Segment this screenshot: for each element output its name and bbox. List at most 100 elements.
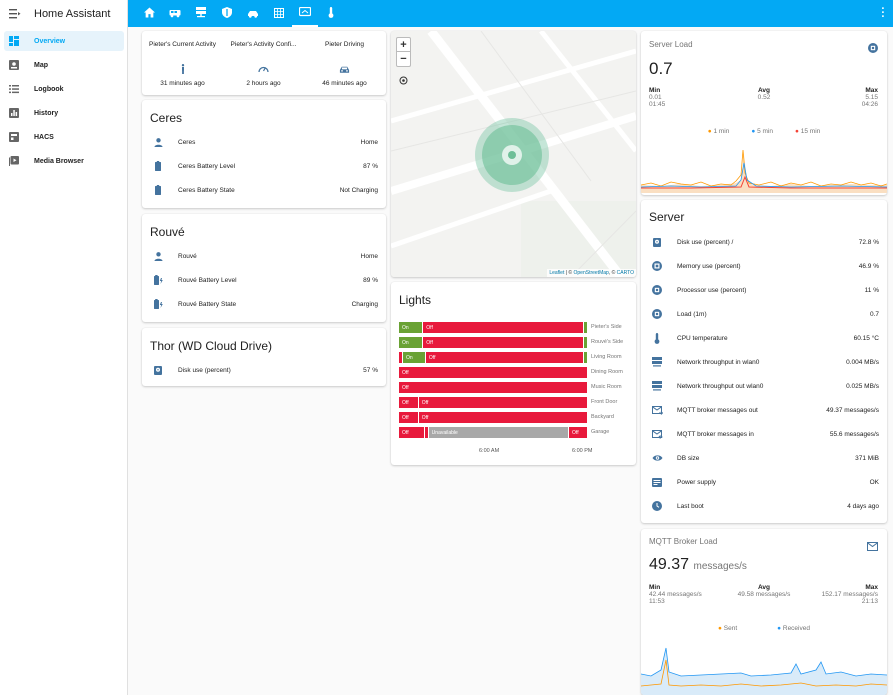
glance-item-current-activity[interactable]: Pieter's Current Activity 31 minutes ago [142, 31, 223, 95]
state-segment-off[interactable]: Off [422, 322, 583, 333]
tab-security[interactable] [214, 0, 240, 27]
glance-item-pieter-driving[interactable]: Pieter Driving 46 minutes ago [304, 31, 385, 95]
server-load-card[interactable]: Server Load 0.7 Min 0.01 01:45 Avg 0.52 … [641, 31, 887, 195]
state-segment-off[interactable] [423, 427, 428, 438]
state-segment-off[interactable]: Off [399, 427, 424, 438]
entity-row[interactable]: Last boot 4 days ago [649, 499, 879, 513]
sidebar-item-hacs[interactable]: HACS [4, 127, 124, 147]
sidebar-item-label: Overview [34, 37, 66, 45]
state-segment-off[interactable]: Off [417, 412, 587, 423]
zoom-out-button[interactable]: − [396, 52, 411, 67]
stat-value: 5.15 [865, 94, 878, 101]
entity-row[interactable]: Disk use (percent) 57 % [150, 363, 378, 377]
tab-thermometer[interactable] [318, 0, 344, 27]
carto-link[interactable]: CARTO [616, 270, 634, 276]
entity-row[interactable]: Load (1m) 0.7 [649, 307, 879, 321]
entity-row[interactable]: MQTT broker messages in 55.6 messages/s [649, 427, 879, 441]
state-segment-on[interactable] [583, 352, 587, 363]
entity-row[interactable]: Ceres Battery State Not Charging [150, 183, 378, 197]
state-segment-off[interactable]: Off [399, 382, 587, 393]
clock-icon [649, 501, 665, 511]
light-state-timeline[interactable]: Off Unavailable Off [399, 427, 587, 438]
entity-row[interactable]: Network throughput out wlan0 0.025 MB/s [649, 379, 879, 393]
sidebar-item-logbook[interactable]: Logbook [4, 79, 124, 99]
mqtt-broker-load-card[interactable]: MQTT Broker Load 49.37 messages/s Min 42… [641, 529, 887, 695]
legend-item[interactable]: ● 1 min [707, 128, 730, 135]
monitor-icon [298, 4, 312, 22]
light-state-timeline[interactable]: On Off [399, 337, 587, 348]
state-segment-off[interactable]: Off [399, 367, 587, 378]
sidebar-item-media-browser[interactable]: Media Browser [4, 151, 124, 171]
state-segment-unav[interactable]: Unavailable [427, 427, 568, 438]
glance-item-activity-confidence[interactable]: Pieter's Activity Confi... 2 hours ago [223, 31, 304, 95]
state-segment-on[interactable] [583, 337, 587, 348]
leaflet-link[interactable]: Leaflet [549, 270, 565, 276]
entity-row[interactable]: CPU temperature 60.15 °C [649, 331, 879, 345]
state-segment-on[interactable]: On [402, 352, 425, 363]
sidebar-item-history[interactable]: History [4, 103, 124, 123]
entity-row[interactable]: Ceres Home [150, 135, 378, 149]
more-options-icon[interactable]: · · · [881, 3, 885, 23]
entity-label: MQTT broker messages in [677, 430, 754, 438]
menu-toggle-icon[interactable] [8, 7, 22, 21]
entity-row[interactable]: Processor use (percent) 11 % [649, 283, 879, 297]
fit-map-icon[interactable] [398, 75, 408, 85]
tab-grid[interactable] [266, 0, 292, 27]
mqtt-load-graph [641, 647, 887, 695]
legend-item[interactable]: ● 5 min [751, 128, 774, 135]
entity-value: 0.025 MB/s [846, 382, 879, 390]
openstreetmap-link[interactable]: OpenStreetMap [573, 270, 609, 276]
legend-label: Sent [723, 625, 738, 632]
legend-label: 5 min [757, 128, 774, 135]
state-segment-on[interactable]: On [399, 322, 423, 333]
entity-label: MQTT broker messages out [677, 406, 758, 414]
entity-row[interactable]: Ceres Battery Level 87 % [150, 159, 378, 173]
state-segment-off[interactable]: Off [424, 352, 583, 363]
light-state-timeline[interactable]: On Off [399, 322, 587, 333]
state-segment-off[interactable]: Off [399, 412, 418, 423]
tab-server[interactable] [188, 0, 214, 27]
state-segment-on[interactable] [583, 322, 587, 333]
legend-item[interactable]: ● Received [777, 625, 810, 632]
light-state-timeline[interactable]: Off [399, 367, 587, 378]
entity-value: 0.004 MB/s [846, 358, 879, 366]
eye-icon [649, 454, 665, 462]
tab-monitor[interactable] [292, 0, 318, 27]
entity-row[interactable]: Rouvé Battery State Charging [150, 297, 378, 311]
stat-value: 152.17 messages/s [821, 591, 878, 598]
light-state-timeline[interactable]: Off Off [399, 412, 587, 423]
entity-row[interactable]: Power supply OK [649, 475, 879, 489]
state-segment-on[interactable]: On [399, 337, 423, 348]
legend-item[interactable]: ● 15 min [795, 128, 821, 135]
legend-label: Received [782, 625, 810, 632]
entity-label: Disk use (percent) [178, 366, 231, 374]
light-state-timeline[interactable]: On Off [399, 352, 587, 363]
entity-row[interactable]: Rouvé Home [150, 249, 378, 263]
state-segment-off[interactable] [399, 352, 402, 363]
sidebar-item-overview[interactable]: Overview [4, 31, 124, 51]
map-tiles[interactable] [391, 31, 636, 277]
entity-row[interactable]: DB size 371 MiB [649, 451, 879, 465]
sidebar: Home Assistant Overview Map Logbook Hist… [0, 0, 128, 695]
tab-van[interactable] [162, 0, 188, 27]
entity-row[interactable]: MQTT broker messages out 49.37 messages/s [649, 403, 879, 417]
map-card[interactable]: + − Leaflet | © OpenStreetMap, © CARTO [391, 31, 636, 277]
zoom-in-button[interactable]: + [396, 37, 411, 52]
light-state-timeline[interactable]: Off [399, 382, 587, 393]
state-segment-off[interactable]: Off [568, 427, 587, 438]
tab-car[interactable] [240, 0, 266, 27]
state-segment-off[interactable]: Off [417, 397, 587, 408]
person-icon [150, 251, 166, 261]
entity-row[interactable]: Memory use (percent) 46.9 % [649, 259, 879, 273]
light-state-timeline[interactable]: Off Off [399, 397, 587, 408]
attribution-separator: | © [564, 270, 574, 276]
entity-row[interactable]: Disk use (percent) / 72.8 % [649, 235, 879, 249]
state-segment-off[interactable]: Off [422, 337, 583, 348]
legend-item[interactable]: ● Sent [718, 625, 738, 632]
entity-row[interactable]: Network throughput in wlan0 0.004 MB/s [649, 355, 879, 369]
sidebar-item-map[interactable]: Map [4, 55, 124, 75]
lights-history-chart[interactable]: On Off Pieter's Side On Off Rouvé's Side On Off… [391, 322, 636, 447]
tab-home[interactable] [136, 0, 162, 27]
entity-row[interactable]: Rouvé Battery Level 89 % [150, 273, 378, 287]
state-segment-off[interactable]: Off [399, 397, 418, 408]
